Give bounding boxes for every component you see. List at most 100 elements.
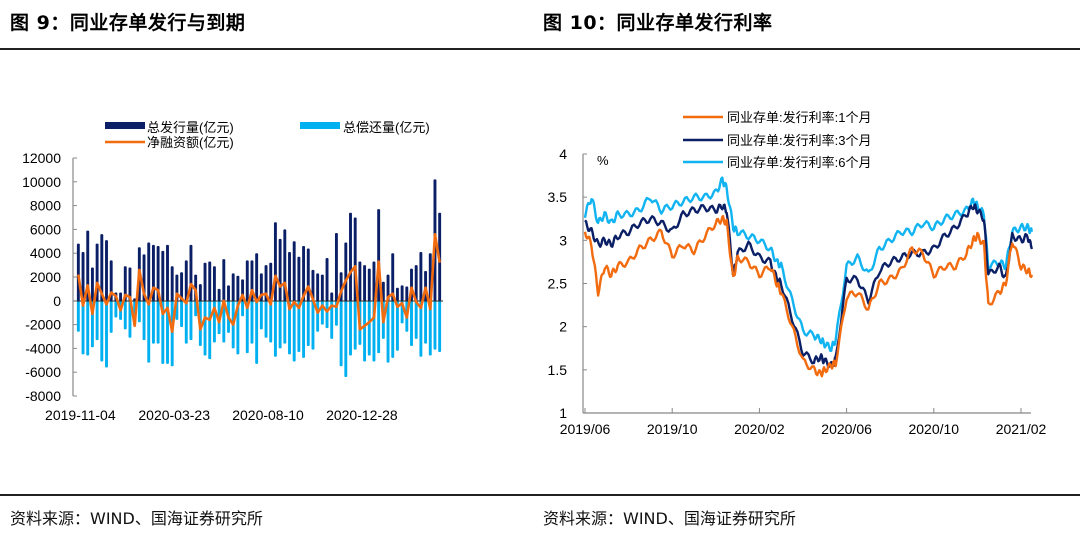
repayment-bar: [288, 300, 291, 355]
repayment-bar: [438, 300, 442, 352]
repayment-bar: [161, 300, 165, 364]
issuance-bar: [311, 269, 315, 301]
repayment-bar: [419, 300, 423, 357]
issuance-bar: [292, 241, 296, 301]
repayment-bar: [255, 300, 259, 364]
issuance-bar: [166, 244, 169, 301]
issuance-bar: [109, 260, 113, 301]
y-tick-label: -6000: [25, 364, 61, 380]
y-tick-label: 4: [559, 146, 567, 162]
x-tick-label: 2020/02: [734, 421, 785, 437]
repayment-bar: [264, 300, 268, 338]
repayment-bar: [222, 300, 226, 343]
y-tick-label: 0: [53, 293, 61, 309]
y-tick-label: -8000: [25, 388, 61, 404]
issuance-bar: [76, 243, 80, 301]
repayment-bar: [245, 300, 249, 354]
issuance-bar: [81, 252, 85, 301]
issuance-bar: [203, 262, 207, 301]
issuance-bar: [128, 267, 132, 301]
y-tick-label: 1: [559, 405, 567, 421]
issuance-bar: [156, 246, 160, 301]
issuance-bar: [316, 273, 320, 301]
issuance-bar: [212, 266, 216, 301]
left-legend: 总发行量(亿元) 总偿还量(亿元) 净融资额(亿元): [105, 120, 430, 150]
y-tick-label: 6000: [30, 221, 61, 237]
issuance-bar: [320, 274, 324, 301]
y-tick-label: 3: [559, 232, 567, 248]
x-tick-label: 2020/10: [908, 421, 959, 437]
repayment-bar: [151, 300, 155, 344]
repayment-bar: [269, 300, 273, 343]
issuance-bar: [255, 253, 259, 301]
issuance-bar: [372, 261, 376, 301]
figure-10-title: 图 10：同业存单发行利率: [543, 12, 773, 34]
repayment-bar: [302, 300, 306, 358]
issuance-bar: [391, 253, 395, 301]
issuance-bar: [147, 242, 151, 301]
issuance-bar: [198, 284, 202, 301]
y-tick-label: -4000: [25, 340, 61, 356]
x-tick-label: 2020-08-10: [232, 407, 304, 423]
legend-label-repayment: 总偿还量(亿元): [343, 120, 430, 135]
issuance-bar: [105, 240, 108, 301]
right-x-axis: 2019/06 2019/10 2020/02 2020/06 2020/10 2021/…: [560, 408, 1047, 437]
repayment-bar: [250, 300, 254, 344]
issuance-bar: [405, 286, 409, 301]
right-lines: [583, 176, 1034, 378]
issuance-bar: [264, 265, 268, 301]
repayment-bar: [428, 300, 432, 356]
x-tick-label: 2019/10: [647, 421, 698, 437]
top-divider: [0, 48, 1080, 50]
repayment-bar: [325, 300, 329, 329]
repayment-bar: [377, 300, 381, 354]
legend-label-3m: 同业存单:发行利率:3个月: [727, 133, 871, 148]
repayment-bar: [395, 300, 399, 351]
repayment-bar: [156, 300, 160, 344]
figure-9-title: 图 9：同业存单发行与到期: [10, 12, 246, 34]
repayment-bar: [349, 300, 352, 356]
repayment-bar: [236, 300, 240, 355]
repayment-bar: [203, 300, 207, 356]
right-y-axis: 4 3.5 3 2.5 2 1.5 1: [548, 146, 587, 421]
issuance-bar: [358, 261, 362, 301]
issuance-maturity-chart: 总发行量(亿元) 总偿还量(亿元) 净融资额(亿元) 12000 10000 800…: [22, 120, 443, 423]
bottom-divider: [0, 494, 1080, 496]
y-tick-label: 2000: [30, 269, 61, 285]
issuance-bar: [330, 292, 334, 301]
repayment-bar: [410, 300, 413, 347]
repayment-bar: [367, 300, 371, 356]
repayment-bar: [189, 300, 193, 341]
issuance-bar: [227, 285, 230, 301]
issuance-bar: [170, 266, 174, 301]
issuance-bar: [133, 298, 137, 301]
repayment-bar: [95, 300, 99, 341]
repayment-bar: [137, 300, 141, 323]
x-tick-label: 2021/02: [996, 421, 1047, 437]
issuance-bar: [123, 266, 127, 301]
repayment-bar: [414, 300, 418, 339]
x-tick-label: 2020-12-28: [326, 407, 398, 423]
issuance-rate-chart: 同业存单:发行利率:1个月 同业存单:发行利率:3个月 同业存单:发行利率:6个…: [548, 110, 1047, 437]
repayment-bar: [297, 300, 301, 352]
issuance-bar: [363, 265, 367, 301]
x-tick-label: 2020/06: [821, 421, 872, 437]
y-tick-label: -2000: [25, 317, 61, 333]
repayment-bar: [147, 300, 151, 363]
legend-label-1m: 同业存单:发行利率:1个月: [727, 110, 871, 125]
issuance-bar: [278, 238, 282, 301]
issuance-bar: [119, 292, 123, 301]
repayment-bar: [316, 300, 320, 332]
issuance-bar: [400, 285, 404, 301]
left-source-note: 资料来源：WIND、国海证券研究所: [10, 509, 263, 528]
repayment-bar: [114, 300, 118, 318]
issuance-bar: [208, 261, 212, 301]
right-source-note: 资料来源：WIND、国海证券研究所: [543, 509, 796, 528]
repayment-bar: [363, 300, 367, 362]
x-tick-label: 2019-11-04: [45, 407, 116, 423]
y-tick-label: 8000: [30, 198, 61, 214]
repayment-bar: [278, 300, 282, 349]
issuance-bar: [344, 242, 348, 301]
y-tick-label: 1.5: [548, 362, 568, 378]
